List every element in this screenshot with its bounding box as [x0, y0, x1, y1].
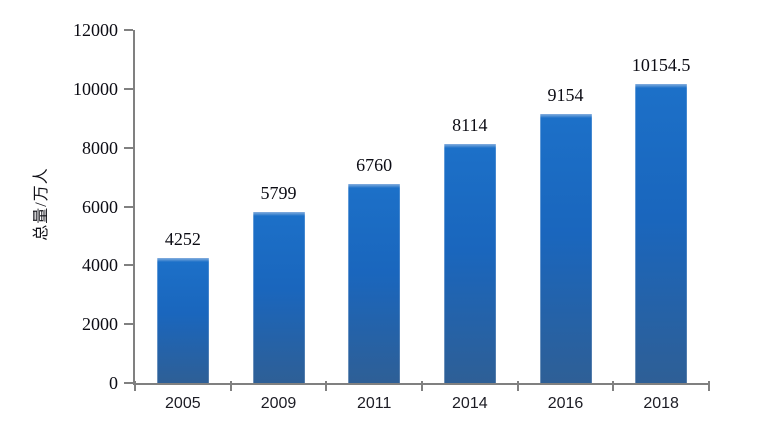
x-axis-tick: [516, 381, 519, 391]
y-axis-tick: [124, 323, 133, 326]
bar-value-label: 6760: [356, 155, 393, 176]
bar-value-label: 4252: [164, 228, 201, 249]
y-axis-tick-label: 8000: [82, 137, 118, 158]
y-axis-tick-label: 2000: [82, 314, 118, 335]
bar-2011: [348, 184, 401, 383]
x-axis-tick: [612, 381, 615, 391]
x-axis-category-label: 2011: [356, 395, 392, 412]
y-axis-tick: [124, 29, 133, 31]
bar-2016: [539, 113, 592, 383]
bar-2018: [635, 84, 688, 383]
plot-area: 0 2000 4000 6000 8000 10000 12000 4252 2005 5799 2…: [73, 20, 710, 412]
x-axis-tick: [708, 381, 710, 391]
y-axis-tick-label: 6000: [82, 196, 118, 217]
y-axis-tick: [124, 382, 133, 384]
bar-value-label: 9154: [547, 84, 584, 105]
x-axis-category-label: 2018: [643, 395, 679, 412]
x-axis-tick: [325, 381, 328, 391]
y-axis-tick: [124, 264, 133, 267]
x-axis-category-label: 2005: [165, 395, 201, 412]
x-axis-tick: [421, 381, 423, 391]
x-axis-tick: [229, 381, 232, 391]
x-axis-tick: [134, 381, 136, 391]
bar-2014: [443, 144, 496, 383]
y-axis-tick-label: 10000: [73, 78, 118, 99]
bar-value-label: 10154.5: [631, 55, 691, 76]
y-axis-tick-label: 12000: [73, 20, 118, 40]
x-axis-category-label: 2014: [452, 395, 488, 412]
bar-value-label: 5799: [260, 183, 297, 204]
y-axis-tick: [124, 205, 133, 208]
bar-2005: [156, 257, 209, 383]
bar-value-label: 8114: [452, 115, 488, 136]
y-axis-tick: [124, 146, 133, 149]
y-axis-tick-label: 4000: [82, 255, 118, 276]
x-axis-category-label: 2009: [260, 395, 297, 412]
y-axis-tick: [124, 87, 133, 90]
x-axis-category-label: 2016: [547, 395, 584, 412]
bar-2009: [252, 212, 305, 383]
y-axis-tick-label: 0: [109, 373, 118, 393]
